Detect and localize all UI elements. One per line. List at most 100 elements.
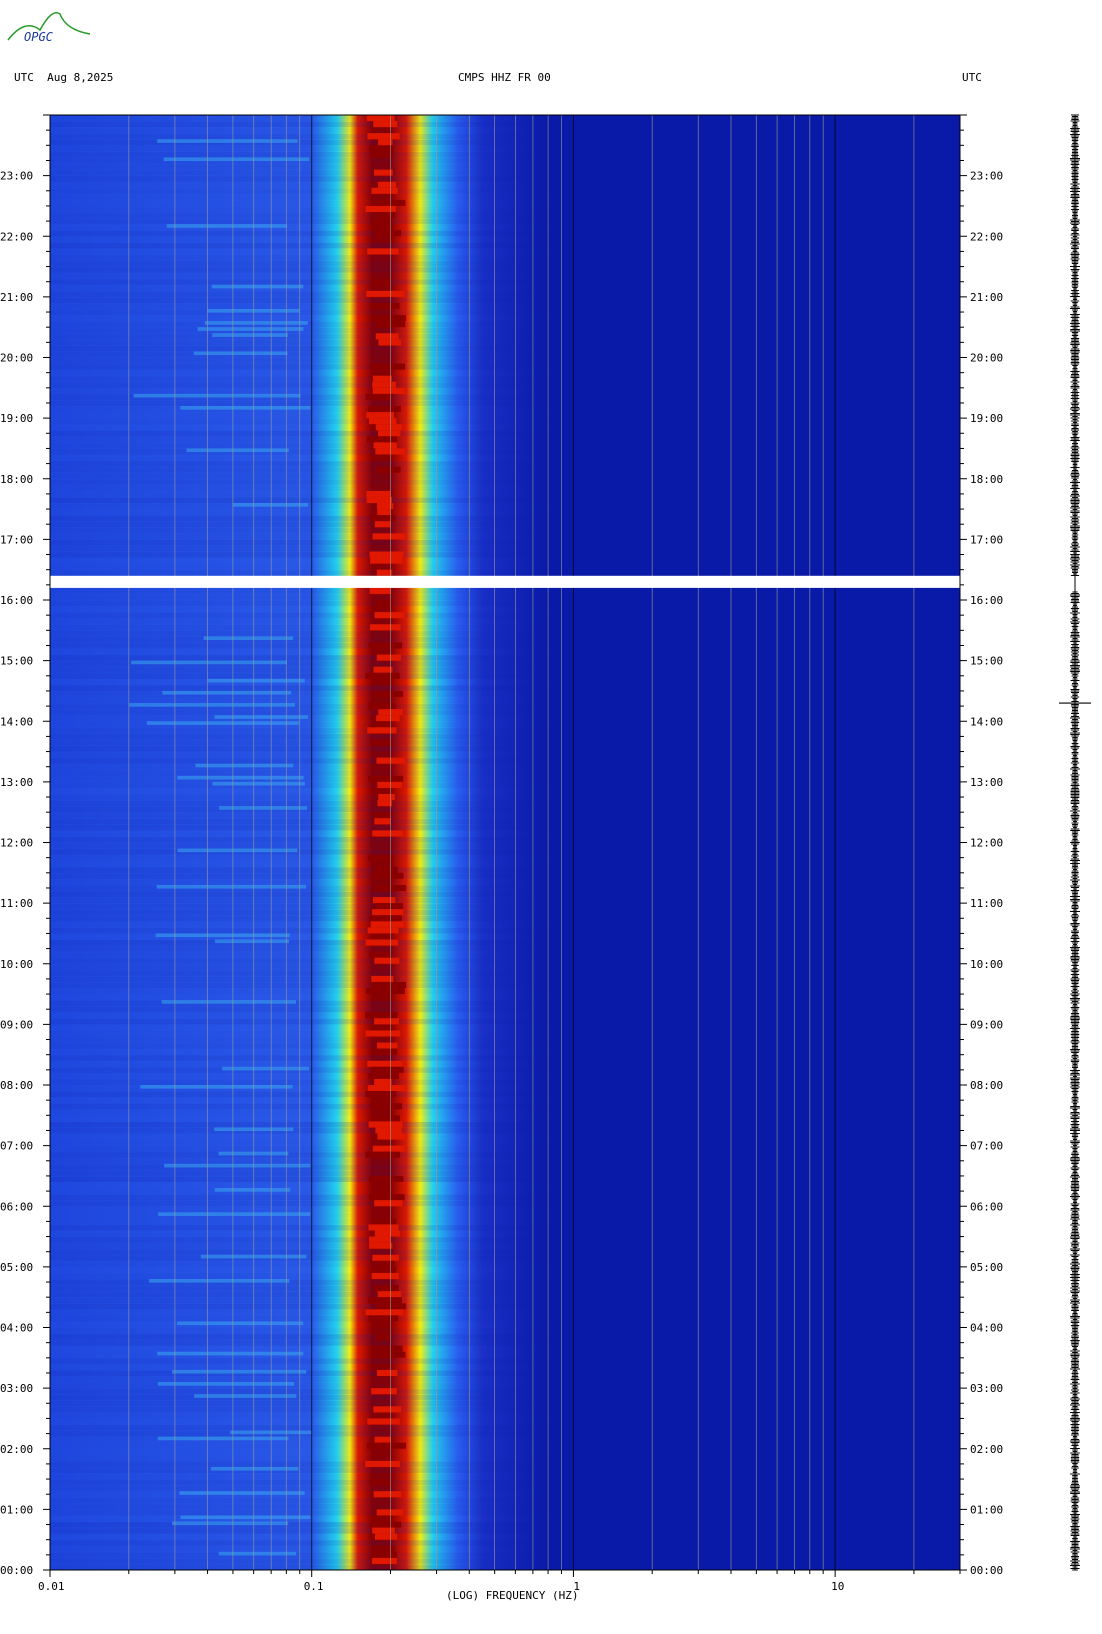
- low-frequency-streak: [172, 1521, 289, 1526]
- spectrogram-row: [50, 509, 960, 516]
- spectrogram-row: [50, 1169, 960, 1177]
- core-streak: [372, 1351, 406, 1359]
- low-frequency-streak: [214, 715, 308, 719]
- spectrogram-row: [50, 715, 960, 722]
- spectrogram-row: [50, 600, 960, 607]
- low-frequency-streak: [177, 775, 304, 780]
- low-frequency-streak: [203, 636, 294, 641]
- low-frequency-streak: [180, 1515, 311, 1520]
- spectrogram-row: [50, 939, 960, 947]
- spectrogram-row: [50, 448, 960, 456]
- low-frequency-streak: [212, 333, 288, 337]
- core-streak: [368, 1175, 404, 1183]
- spectrogram-row: [50, 230, 960, 237]
- core-streak: [365, 1309, 403, 1316]
- y-tick-label: 23:00: [0, 170, 33, 183]
- spectrogram-row: [50, 593, 960, 601]
- spectrogram-row: [50, 272, 960, 280]
- core-streak: [377, 933, 392, 941]
- spectrogram-row: [50, 678, 960, 686]
- low-frequency-streak: [194, 1394, 297, 1398]
- x-tick-label: 0.01: [38, 1580, 65, 1593]
- header-left-label: UTC Aug 8,2025: [14, 71, 113, 84]
- spectrogram-row: [50, 1121, 960, 1129]
- y-tick-label: 12:00: [0, 837, 33, 850]
- y-tick-label: 10:00: [0, 958, 33, 971]
- spectrogram-row: [50, 442, 960, 450]
- core-streak: [365, 1030, 401, 1038]
- spectrogram-row: [50, 339, 960, 346]
- core-streak: [378, 181, 396, 189]
- core-streak: [378, 430, 401, 437]
- header-title: CMPS HHZ FR 00: [458, 71, 551, 84]
- core-streak: [374, 957, 400, 965]
- core-streak: [374, 169, 393, 177]
- core-streak: [373, 1545, 395, 1553]
- spectrogram-row: [50, 1327, 960, 1335]
- y-tick-label: 02:00: [0, 1443, 33, 1456]
- spectrogram-row: [50, 1557, 960, 1565]
- y-tick-label: 09:00: [0, 1018, 33, 1031]
- spectrogram-row: [50, 781, 960, 789]
- spectrogram-row: [50, 891, 960, 898]
- spectrogram-row: [50, 848, 960, 856]
- low-frequency-streak: [232, 503, 309, 507]
- core-streak: [377, 1291, 402, 1298]
- spectrogram-row: [50, 933, 960, 941]
- spectrogram-row: [50, 988, 960, 995]
- header-right-label: UTC: [962, 71, 982, 84]
- spectrogram-row: [50, 994, 960, 1001]
- spectrogram-row: [50, 133, 960, 140]
- spectrogram-row: [50, 909, 960, 916]
- core-streak: [366, 115, 395, 122]
- spectrogram-row: [50, 412, 960, 419]
- low-frequency-streak: [157, 1382, 295, 1386]
- spectrogram-row: [50, 1430, 960, 1438]
- core-streak: [372, 830, 403, 838]
- spectrogram-row: [50, 1357, 960, 1365]
- low-frequency-streak: [157, 1436, 289, 1441]
- low-frequency-streak: [155, 933, 290, 938]
- y-tick-label: 19:00: [0, 412, 33, 425]
- core-streak: [367, 1060, 403, 1068]
- low-frequency-streak: [164, 1163, 311, 1168]
- y-tick-label: 21:00: [0, 291, 33, 304]
- core-streak: [372, 387, 405, 395]
- spectrogram-row: [50, 739, 960, 747]
- spectrogram-row: [50, 115, 960, 122]
- core-streak: [369, 551, 404, 559]
- spectrogram-row: [50, 1024, 960, 1032]
- spectrogram-row: [50, 684, 960, 692]
- spectrogram-row: [50, 703, 960, 710]
- y-tick-label: 06:00: [0, 1200, 33, 1213]
- spectrogram-row: [50, 418, 960, 425]
- spectrogram-row: [50, 1515, 960, 1523]
- core-streak: [375, 333, 399, 340]
- core-streak: [375, 1127, 402, 1135]
- spectrogram-row: [50, 181, 960, 189]
- core-streak: [369, 1242, 393, 1250]
- spectrogram-row: [50, 1224, 960, 1232]
- spectrogram-row: [50, 1272, 960, 1280]
- spectrogram-row: [50, 1497, 960, 1504]
- spectrogram-row: [50, 1248, 960, 1256]
- spectrogram-row: [50, 1139, 960, 1147]
- spectrogram-row: [50, 1485, 960, 1492]
- y-tick-label: 11:00: [970, 897, 1003, 910]
- spectrogram-row: [50, 393, 960, 401]
- core-streak: [368, 1121, 403, 1129]
- spectrogram-row: [50, 1382, 960, 1389]
- spectrogram-row: [50, 539, 960, 547]
- spectrogram-row: [50, 1018, 960, 1025]
- core-streak: [365, 393, 393, 401]
- core-streak: [378, 339, 402, 346]
- core-streak: [371, 1557, 397, 1565]
- spectrogram-row: [50, 727, 960, 734]
- low-frequency-streak: [207, 678, 305, 683]
- core-streak: [368, 1224, 399, 1232]
- spectrogram-row: [50, 1285, 960, 1292]
- spectrogram-row: [50, 1545, 960, 1553]
- spectrogram-row: [50, 157, 960, 165]
- spectrogram-row: [50, 1066, 960, 1074]
- spectrogram-row: [50, 345, 960, 353]
